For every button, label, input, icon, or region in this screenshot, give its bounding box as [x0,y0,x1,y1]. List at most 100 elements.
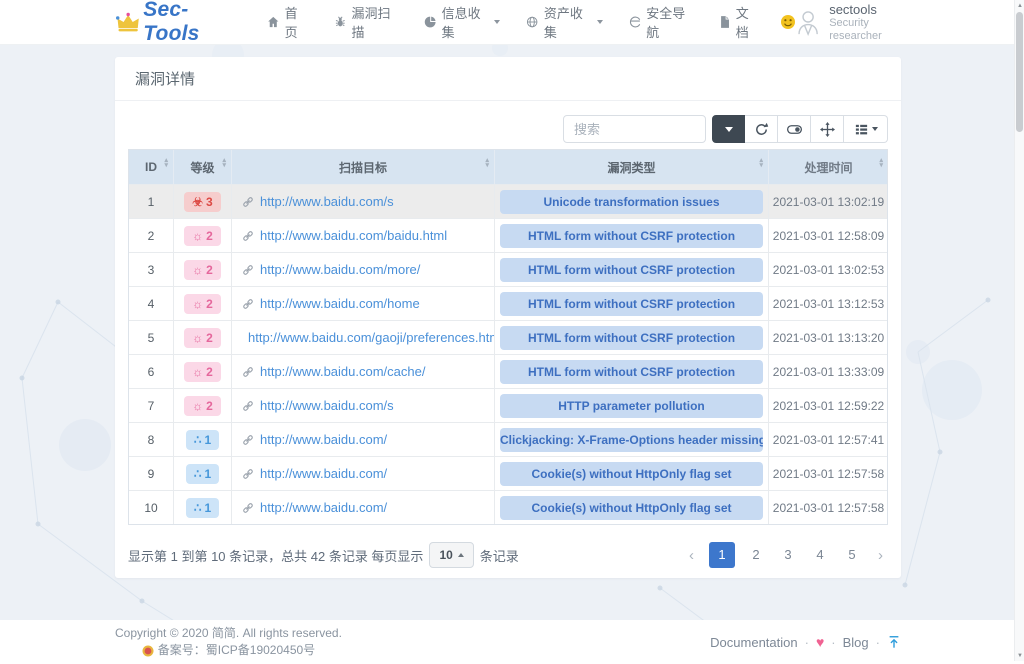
level-badge: ☼ 2 [184,327,221,348]
type-badge[interactable]: HTML form without CSRF protection [500,291,763,316]
link-icon [243,264,253,275]
toggle-view-button[interactable] [778,115,811,143]
nav-item-docs[interactable]: 文档 [706,0,772,45]
pagination-info-suffix: 条记录 [479,548,519,564]
heart-icon: ♥ [815,634,825,650]
nav-item-vuln-scan[interactable]: 漏洞扫描 [321,0,411,45]
page-button-3[interactable]: 3 [784,547,792,562]
type-badge[interactable]: Cookie(s) without HttpOnly flag set [500,495,763,520]
column-header-id[interactable]: ID ▴ ▾ [129,150,174,184]
level-number: 2 [206,228,213,243]
nav-item-asset-gathering[interactable]: 资产收集 [513,0,615,45]
column-header-target[interactable]: 扫描目标 ▴ ▾ [232,150,495,184]
target-link[interactable]: http://www.baidu.com/s [260,398,394,413]
prev-page-button[interactable]: ‹ [689,546,694,564]
refresh-button[interactable] [745,115,778,143]
cell-time: 2021-03-01 12:59:22 [772,398,885,413]
toggle-pagination-button[interactable] [712,115,745,143]
type-badge[interactable]: HTML form without CSRF protection [500,223,763,248]
type-badge[interactable]: Clickjacking: X-Frame-Options header mis… [500,427,763,452]
search-input[interactable] [563,115,706,143]
column-header-type[interactable]: 漏洞类型 ▴ ▾ [495,150,769,184]
page-button-5[interactable]: 5 [848,547,856,562]
table-row[interactable]: 6 ☼ 2 http://www.baidu.com/cache/ HTML f… [129,354,887,388]
page-button-4[interactable]: 4 [816,547,824,562]
top-navbar: Sec-Tools 首页 漏洞扫描 [0,0,1014,45]
virus-icon: ☼ [192,330,204,345]
column-header-level[interactable]: 等级 ▴ ▾ [174,150,232,184]
footer-link-documentation[interactable]: Documentation [710,634,798,650]
sort-icon[interactable]: ▴ ▾ [879,157,883,169]
cell-level: ☼ 2 [174,355,232,388]
cell-type: Unicode transformation issues [495,185,769,218]
target-link[interactable]: http://www.baidu.com/ [260,432,388,447]
cell-level: ☼ 2 [174,219,232,252]
fullscreen-button[interactable] [811,115,844,143]
table-row[interactable]: 1 ☣ 3 http://www.baidu.com/s Unicode tra… [129,184,887,218]
cell-id: 6 [129,355,174,388]
type-badge[interactable]: HTML form without CSRF protection [500,359,763,384]
column-header-time[interactable]: 处理时间 ▴ ▾ [804,157,883,175]
type-badge[interactable]: Unicode transformation issues [500,189,763,214]
theme-smiley-icon[interactable] [780,14,796,30]
table-row[interactable]: 2 ☼ 2 http://www.baidu.com/baidu.html HT… [129,218,887,252]
cell-level: ☼ 2 [174,253,232,286]
link-icon [243,230,253,241]
table-row[interactable]: 8 ∴ 1 http://www.baidu.com/ Clickjacking… [129,422,887,456]
target-link[interactable]: http://www.baidu.com/home [260,296,420,311]
target-link[interactable]: http://www.baidu.com/ [260,466,388,481]
type-badge[interactable]: HTML form without CSRF protection [500,325,763,350]
target-link[interactable]: http://www.baidu.com/gaoji/preferences.h… [248,330,495,345]
user-menu[interactable]: sectools Security researcher [796,2,918,43]
columns-button[interactable] [844,115,888,143]
table-row[interactable]: 9 ∴ 1 http://www.baidu.com/ Cookie(s) wi… [129,456,887,490]
table-row[interactable]: 4 ☼ 2 http://www.baidu.com/home HTML for… [129,286,887,320]
level-number: 1 [204,432,212,447]
type-badge[interactable]: HTTP parameter pollution [500,393,763,418]
globe-icon [527,16,538,28]
back-to-top-icon[interactable] [887,635,901,649]
cell-target: http://www.baidu.com/home [232,287,495,320]
cell-time: 2021-03-01 13:02:19 [772,194,885,209]
nav-item-home[interactable]: 首页 [254,0,321,45]
cell-time: 2021-03-01 13:33:09 [772,364,885,379]
scrollbar-thumb[interactable] [1016,12,1023,132]
level-badge: ∴ 1 [185,497,220,518]
sort-icon[interactable]: ▴ ▾ [164,157,168,169]
page-size-select[interactable]: 10 [429,542,474,568]
table-row[interactable]: 3 ☼ 2 http://www.baidu.com/more/ HTML fo… [129,252,887,286]
link-icon [243,366,253,377]
nav-label: 首页 [284,6,298,40]
sort-icon[interactable]: ▴ ▾ [222,157,226,169]
brand-logo[interactable]: Sec-Tools [116,0,238,46]
target-link[interactable]: http://www.baidu.com/cache/ [260,364,426,379]
page-button-2[interactable]: 2 [752,547,760,562]
target-link[interactable]: http://www.baidu.com/more/ [260,262,421,277]
next-page-button[interactable]: › [878,546,883,564]
target-link[interactable]: http://www.baidu.com/s [260,194,394,209]
cell-target: http://www.baidu.com/s [232,185,495,218]
scrollbar-down-arrow[interactable]: ▼ [1017,652,1023,659]
table-row[interactable]: 10 ∴ 1 http://www.baidu.com/ Cookie(s) w… [129,490,887,524]
table-row[interactable]: 7 ☼ 2 http://www.baidu.com/s HTTP parame… [129,388,887,422]
nav-item-info-gathering[interactable]: 信息收集 [411,0,513,45]
sort-icon[interactable]: ▴ ▾ [485,157,489,169]
type-badge[interactable]: HTML form without CSRF protection [500,257,763,282]
target-link[interactable]: http://www.baidu.com/baidu.html [260,228,448,243]
table-row[interactable]: 5 ☼ 2 http://www.baidu.com/gaoji/prefere… [129,320,887,354]
scrollbar-up-arrow[interactable]: ▲ [1017,2,1023,9]
target-link[interactable]: http://www.baidu.com/ [260,500,388,515]
table-toolbar-buttons [712,115,888,143]
page-button-1[interactable]: 1 [709,542,735,568]
cell-time: 2021-03-01 13:13:20 [772,330,885,345]
nav-label: 信息收集 [441,6,481,40]
type-badge[interactable]: Cookie(s) without HttpOnly flag set [500,461,763,486]
virus-icon: ☼ [192,296,204,311]
cell-time: 2021-03-01 12:57:41 [772,432,885,447]
footer-link-blog[interactable]: Blog [842,634,869,650]
vertical-scrollbar[interactable]: ▲ ▼ [1014,0,1024,661]
virus-icon: ☼ [192,228,204,243]
nav-label: 漏洞扫描 [351,6,391,40]
nav-item-security-nav[interactable]: 安全导航 [616,0,706,45]
sort-icon[interactable]: ▴ ▾ [759,157,763,169]
